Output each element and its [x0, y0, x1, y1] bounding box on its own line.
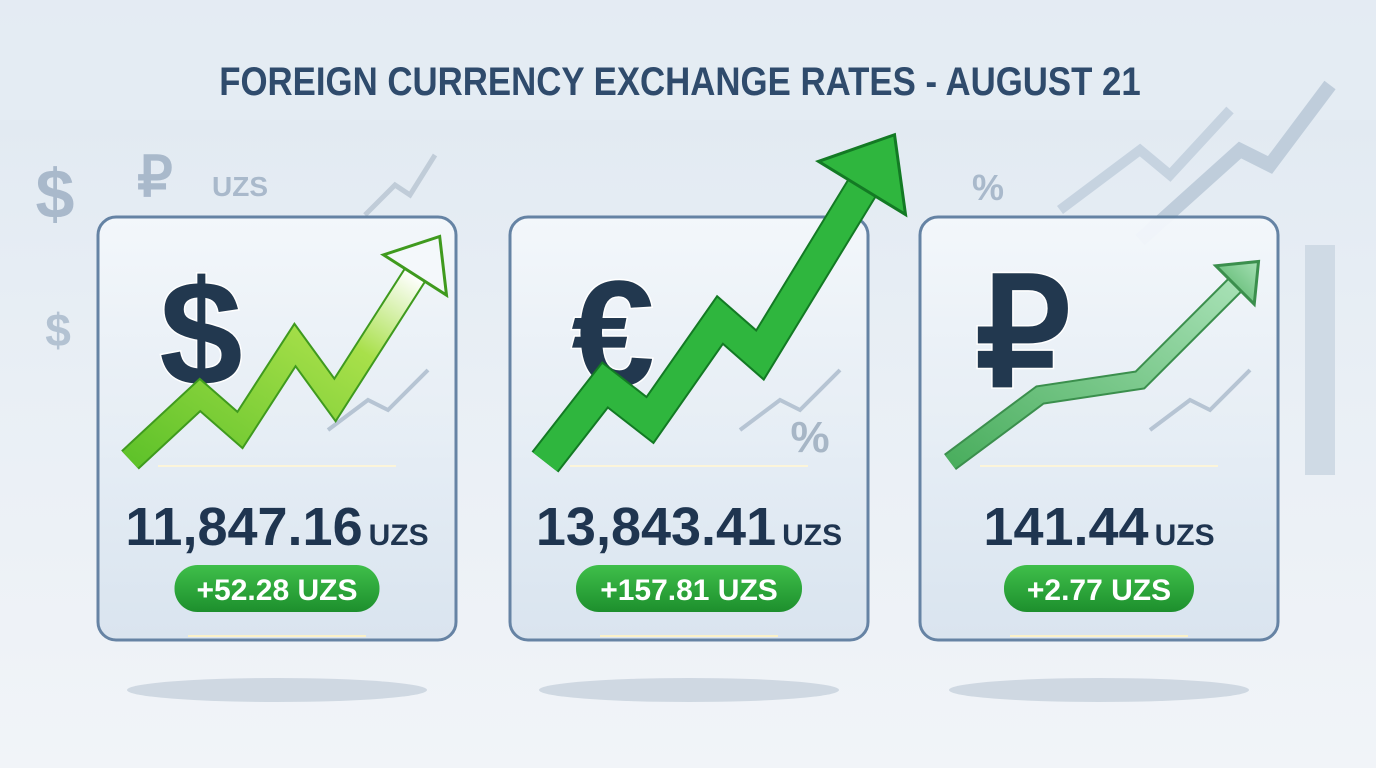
currency-card: $11,847.16 UZS+52.28 UZS: [96, 215, 458, 702]
cards: $11,847.16 UZS+52.28 UZS%€13,843.41 UZS+15…: [96, 132, 1280, 702]
change-pill: [576, 565, 802, 612]
rate-unit: UZS: [782, 519, 842, 552]
card-shadow: [127, 678, 427, 702]
rate-unit: UZS: [1155, 519, 1215, 552]
card-decor: %: [790, 413, 829, 462]
mini-chart: [738, 368, 842, 432]
rate-value: 11,847.16: [125, 497, 362, 557]
rate-value: 13,843.41: [536, 497, 776, 557]
card-shadow: [539, 678, 839, 702]
rate: 13,843.41 UZS: [536, 497, 842, 557]
bg-arrow: [1057, 106, 1234, 214]
bg-arrow: [363, 153, 438, 217]
currency-card: %€13,843.41 UZS+157.81 UZS: [508, 132, 908, 702]
rate-value: 141.44: [983, 497, 1148, 557]
bg-symbol: ₽: [137, 145, 173, 208]
rate: 11,847.16 UZS: [125, 497, 428, 557]
bg-symbol: UZS: [212, 171, 268, 202]
trend-arrow: [945, 279, 1241, 469]
bg-bar: [1305, 245, 1335, 475]
top-band: [0, 0, 1376, 120]
bg-symbol: %: [972, 167, 1004, 208]
trend-arrow: [122, 269, 425, 469]
change: +52.28 UZS: [197, 574, 358, 607]
arrow-head: [380, 234, 449, 299]
change-pill: [1004, 565, 1194, 612]
title: FOREIGN CURRENCY EXCHANGE RATES - AUGUST…: [219, 59, 1141, 104]
trend-arrow: [533, 180, 875, 472]
mini-chart: [326, 368, 430, 432]
change: +2.77 UZS: [1027, 574, 1171, 607]
change-pill: [174, 565, 380, 612]
card-shadow: [949, 678, 1249, 702]
rate: 141.44 UZS: [983, 497, 1214, 557]
arrow-head: [1212, 259, 1261, 308]
bg-arrow: [1135, 80, 1336, 246]
card-panel: [96, 215, 458, 642]
mini-chart: [1148, 368, 1252, 432]
arrow-head: [814, 132, 908, 218]
rate-unit: UZS: [369, 519, 429, 552]
change: +157.81 UZS: [600, 574, 778, 607]
bg-symbol: $: [45, 304, 71, 356]
bg-symbol: $: [36, 155, 75, 233]
currency-card: ₽141.44 UZS+2.77 UZS: [918, 215, 1280, 702]
